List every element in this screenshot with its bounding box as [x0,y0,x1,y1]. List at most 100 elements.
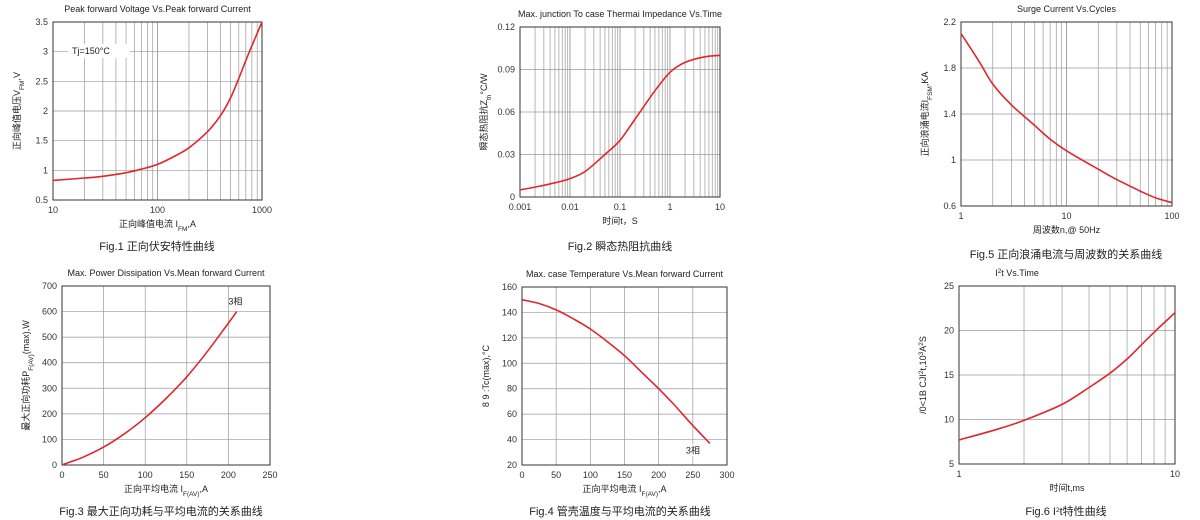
fig3-y-tick-label: 0 [52,460,57,470]
fig1-y-tick-label: 3 [43,47,48,57]
fig2-plot-frame [519,26,721,198]
fig1-x-tick-label: 10 [48,205,58,215]
fig3-y-axis-label-main: 最大正向功耗P [20,371,31,431]
fig6-y-axis-label-sup3: 2 [918,342,925,346]
fig3-x-axis-label: 正向平均电流 IF(AV),A [124,483,208,498]
fig3-y-axis-label-suffix: (max),W [21,320,31,354]
fig5-x-tick-label: 10 [1061,211,1071,221]
fig5-plot-frame [960,21,1173,207]
fig4-x-tick-label: 50 [551,470,561,480]
fig4-y-tick-label: 40 [507,435,517,445]
fig1-y-tick-label: 2 [43,106,48,116]
fig6-plot-frame [958,285,1176,465]
fig6-y-axis-label: /0<1B CJI2t,103A2S [918,336,929,414]
fig5-y-tick-label: 1 [951,155,956,165]
fig4-annotation-bg [684,444,703,457]
fig3-x-tick-label: 250 [262,470,277,480]
fig2-y-axis-label-suffix: °C/W [479,73,489,95]
fig4-x-axis-label-main: 正向平均电流 I [582,483,641,494]
fig6-y-axis-label-mid2: A [918,346,928,352]
fig3-series-line [61,311,238,466]
fig3-y-tick-label: 400 [42,358,57,368]
fig2-y-tick-label: 0.12 [497,22,515,32]
fig4-x-tick-label: 100 [583,470,598,480]
fig2-x-axis-label: 时间t，S [602,215,638,226]
fig4-x-tick-label: 0 [519,470,524,480]
fig5-y-axis-label: 正向浪涌电流IFSM,KA [919,72,934,157]
fig4-plot-frame [521,286,728,466]
fig1-y-tick-label: 3.5 [35,17,48,27]
fig3-y-tick-label: 100 [42,434,57,444]
fig6-y-tick-label: 5 [949,459,954,469]
fig1-y-tick-label: 1.5 [35,136,48,146]
fig3-x-tick-label: 0 [59,470,64,480]
fig3-y-axis-label-sub: F(AV) [28,354,35,371]
fig6-y-axis-label-main: I [918,374,928,377]
fig3-x-tick-label: 50 [99,470,109,480]
fig4-x-tick-label: 200 [651,470,666,480]
fig2-caption: Fig.2 瞬态热阻抗曲线 [568,239,673,253]
fig1-y-axis-label-sub: FM [19,81,26,90]
fig5-y-tick-label: 1.4 [943,109,956,119]
fig1-chart: 10 100 1000 0.5 1 1.5 2 2.5 3 3.5 Peak forward Vol… [11,4,272,253]
fig2-x-tick-label: 10 [715,202,725,212]
fig3-x-axis-label-suffix: ,A [200,484,209,494]
fig3-y-tick-label: 700 [42,281,57,291]
fig1-y-axis-label: 正向峰值电压VFM,V [11,72,26,150]
fig6-caption: Fig.6 I2t特性曲线 [1025,504,1106,518]
fig2-x-tick-label: 1 [667,202,672,212]
fig2-y-tick-label: 0.03 [497,150,515,160]
fig6-y-tick-label: 20 [944,326,954,336]
fig1-x-tick-label: 1000 [252,205,272,215]
fig2-y-axis-label-sub: th [486,94,493,100]
fig4-x-axis-label-suffix: ,A [658,484,667,494]
fig6-y-axis-label-suffix: S [918,336,928,342]
fig5-y-tick-label: 0.6 [943,201,956,211]
fig6-y-tick-label: 15 [944,370,954,380]
fig3-x-tick-label: 100 [138,470,153,480]
fig1-x-tick-label: 100 [150,205,165,215]
fig2-y-tick-label: 0.06 [497,107,515,117]
fig1-plot-frame [52,21,263,201]
fig6-y-axis-label-sup: 2 [918,370,925,374]
fig6-title-sup: 2 [998,268,1002,275]
fig5-series-line [960,33,1173,204]
fig3-x-axis-label-sub: F(AV) [183,491,200,498]
fig4-annotation: 3相 [686,444,700,455]
fig4-series-line [521,298,711,444]
fig4-y-tick-label: 20 [507,460,517,470]
fig1-annotation-bg [68,44,130,58]
fig6-caption-main: Fig.6 I [1025,506,1056,518]
fig2-x-tick-label: 0.01 [561,202,579,212]
fig2-x-tick-label: 0.1 [614,202,627,212]
fig3-y-tick-label: 500 [42,332,57,342]
fig1-series-line [52,21,263,182]
fig4-y-tick-label: 140 [502,307,517,317]
fig3-y-tick-label: 600 [42,307,57,317]
fig2-y-tick-label: 0.09 [497,65,515,75]
fig1-y-tick-label: 0.5 [35,195,48,205]
fig4-y-tick-label: 120 [502,333,517,343]
fig2-series-line [519,54,721,191]
fig5-title: Surge Current Vs.Cycles [1017,4,1117,14]
fig6-x-tick-label: 1 [956,469,961,479]
fig6-y-tick-label: 10 [944,415,954,425]
fig6-y-axis-label-mid: t,10 [918,355,928,370]
fig3-y-axis-label: 最大正向功耗PF(AV)(max),W [20,320,35,431]
fig4-x-tick-label: 150 [617,470,632,480]
fig5-y-axis-label-sub: FSM [927,86,934,100]
fig4-y-tick-label: 80 [507,384,517,394]
fig3-x-tick-label: 200 [221,470,236,480]
fig3-chart: 0 50 100 150 200 250 0 100 200 300 400 500 600 700 Max… [20,268,278,518]
fig1-y-axis-label-suffix: ,V [12,72,22,81]
fig4-x-tick-label: 300 [719,470,734,480]
fig1-x-axis-label-suffix: ,A [187,219,196,229]
fig6-y-axis-label-sup2: 3 [918,351,925,355]
fig4-title: Max. case Temperature Vs.Mean forward Cu… [526,269,723,279]
fig1-x-axis-label: 正向峰值电流 IFM,A [119,218,196,233]
fig6-title-main: I [995,268,998,278]
fig6-title-suffix: t Vs.Time [1001,268,1039,278]
fig3-caption: Fig.3 最大正向功耗与平均电流的关系曲线 [59,504,263,518]
